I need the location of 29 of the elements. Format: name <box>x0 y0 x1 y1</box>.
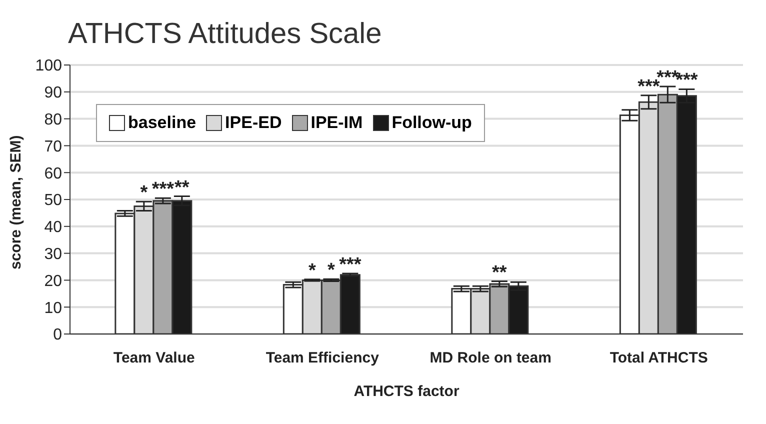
chart-title: ATHCTS Attitudes Scale <box>68 18 382 51</box>
legend-label: baseline <box>127 113 196 133</box>
y-axis-title: score (mean, SEM) <box>7 135 24 270</box>
legend-label: IPE-ED <box>224 113 282 133</box>
y-tick-label: 60 <box>44 165 62 182</box>
annotation: * <box>140 182 148 204</box>
annotation: ** <box>492 262 508 284</box>
y-tick-label: 30 <box>44 246 62 263</box>
x-tick-label: Team Value <box>113 350 195 367</box>
y-tick-label: 100 <box>35 58 62 75</box>
y-tick-label: 0 <box>53 326 62 344</box>
y-tick-label: 80 <box>44 111 62 128</box>
annotation: * <box>308 260 316 282</box>
annotation: *** <box>152 179 175 200</box>
y-tick-label: 50 <box>44 192 62 210</box>
x-axis-title: ATHCTS factor <box>354 383 460 400</box>
y-tick-label: 90 <box>44 84 62 102</box>
legend-label: IPE-IM <box>310 113 363 133</box>
annotation: *** <box>339 254 362 276</box>
x-tick-label: Total ATHCTS <box>610 350 708 367</box>
x-tick-label: Team Efficiency <box>266 350 380 367</box>
legend-label: Follow-up <box>390 113 472 133</box>
y-tick-label: 40 <box>44 219 62 236</box>
y-tick-label: 10 <box>44 300 62 317</box>
annotation: ** <box>174 177 190 198</box>
x-tick-label: MD Role on team <box>430 350 552 367</box>
annotation: * <box>327 260 336 282</box>
y-tick-label: 20 <box>44 272 62 290</box>
y-tick-label: 70 <box>44 138 62 156</box>
